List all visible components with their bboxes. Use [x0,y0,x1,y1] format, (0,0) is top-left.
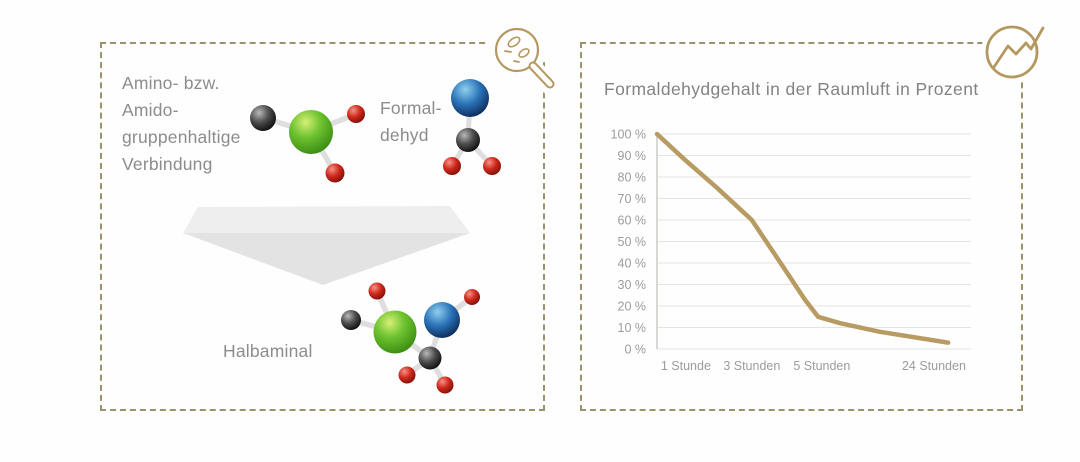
atom-red [368,282,386,300]
reactant-label-line: gruppenhaltige [122,127,241,147]
y-axis-tick-label: 10 % [618,321,647,335]
magnifier-icon [488,22,561,97]
formaldehyde-series-line [654,131,951,345]
y-axis-tick-label: 70 % [618,192,647,206]
atom-black [250,105,276,131]
x-axis-tick-label: 5 Stunden [793,359,850,373]
atom-red [464,289,480,305]
y-axis-tick-label: 60 % [618,214,647,228]
y-axis-tick-label: 90 % [618,149,647,163]
atom-blue [424,302,460,338]
reaction-diagram-panel [100,42,545,411]
formaldehyde-molecule [443,79,501,175]
formaldehyde-label-line: dehyd [380,125,429,145]
halbaminal-molecule [341,282,480,394]
atom-red [398,366,416,384]
atom-red [436,376,454,394]
atom-red [325,163,345,183]
y-axis-tick-label: 0 % [624,343,646,357]
product-label: Halbaminal [223,341,313,361]
y-axis-tick-label: 20 % [618,300,647,314]
amino-compound-molecule [250,105,365,183]
trend-chart-icon [981,21,1045,83]
reactant-label-line: Amino- bzw. [122,73,220,93]
atom-red [483,157,501,175]
y-axis-tick-label: 80 % [618,171,647,185]
formaldehyde-label-line: Formal- [380,98,442,118]
reactant-label: Amino- bzw. Amido- gruppenhaltige Verbin… [122,70,241,178]
atom-black [418,346,442,370]
y-axis-tick-label: 50 % [618,235,647,249]
formaldehyde-decline-chart: 100 % 90 % 80 % 70 % 60 % 50 % 40 % 30 % 20 % 10 … [611,128,971,373]
atom-green [373,310,417,354]
atom-green [289,110,333,154]
chart-title: Formaldehydgehalt in der Raumluft in Pro… [604,79,979,99]
formaldehyde-label: Formal- dehyd [380,95,442,149]
y-axis-tick-label: 40 % [618,257,647,271]
x-axis-tick-label: 3 Stunden [723,359,780,373]
x-axis-tick-label: 1 Stunde [661,359,711,373]
atom-black [341,310,361,330]
reactant-label-line: Amido- [122,100,179,120]
reaction-arrow-down [183,206,470,285]
y-axis-tick-label: 100 % [611,128,646,142]
atom-blue [451,79,489,117]
y-axis-tick-label: 30 % [618,278,647,292]
atom-red [443,157,461,175]
atom-black [456,128,480,152]
reactant-label-line: Verbindung [122,154,213,174]
chart-panel [580,42,1023,411]
atom-red [347,105,365,123]
x-axis-tick-label: 24 Stunden [902,359,966,373]
